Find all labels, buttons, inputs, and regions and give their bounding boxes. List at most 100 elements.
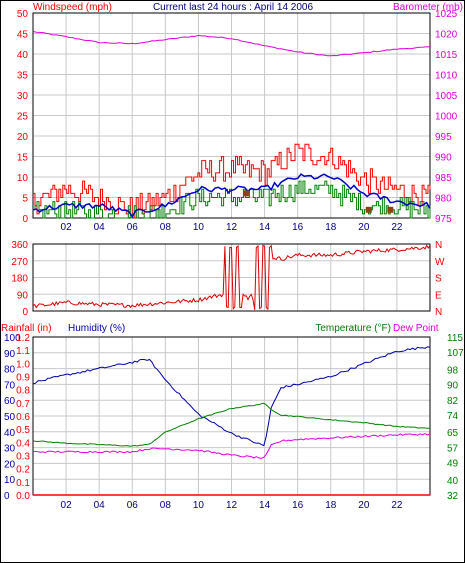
temperature-tick-label: 49 [447, 459, 459, 470]
y2-tick-label: 1020 [435, 30, 458, 41]
y2-tick-label: 995 [435, 132, 452, 143]
humidity-tick-label: 30 [4, 444, 16, 455]
speed-line [33, 180, 431, 219]
humidity-tick-label: 90 [4, 349, 16, 360]
x-tick-label: 20 [358, 500, 370, 511]
temperature-line [32, 402, 431, 447]
x-tick-label: 16 [292, 500, 304, 511]
humidity-tick-label: 0 [4, 491, 10, 502]
plot-border [32, 243, 431, 312]
rain-tick-label: 0.9 [16, 373, 30, 384]
rain-tick-label: 0.7 [16, 399, 30, 410]
y-tick-label: 50 [17, 9, 29, 20]
x-tick-label: 02 [61, 222, 73, 233]
humidity-tick-label: 40 [4, 428, 16, 439]
y-tick-label: 45 [17, 30, 29, 41]
y2-tick-label: 1005 [435, 91, 458, 102]
x-tick-label: 18 [325, 500, 337, 511]
barometer-line [32, 30, 431, 57]
wind-direction-line [32, 244, 431, 311]
rain-tick-label: 0.8 [16, 386, 30, 397]
humidity-line [32, 346, 431, 447]
y2-tick-label: 990 [435, 153, 452, 164]
temperature-tick-label: 40 [447, 476, 459, 487]
rain-tick-label: 0.5 [16, 425, 30, 436]
x-tick-label: 10 [193, 222, 205, 233]
rain-tick-label: 1.0 [16, 359, 30, 370]
rain-tick-label: 0.1 [16, 478, 30, 489]
temperature-tick-label: 115 [447, 333, 463, 344]
x-tick-label: 14 [259, 222, 271, 233]
y-tick-label: 40 [17, 50, 29, 61]
y-tick-label: 90 [17, 290, 29, 301]
temperature-tick-label: 82 [447, 396, 459, 407]
x-tick-label: 12 [226, 222, 238, 233]
y-tick-label: 15 [17, 153, 29, 164]
x-tick-label: 10 [193, 500, 205, 511]
y2-tick-label: 985 [435, 173, 452, 184]
humidity-tick-label: 100 [4, 333, 21, 344]
y-tick-label: 20 [17, 132, 29, 143]
x-tick-label: 20 [358, 222, 370, 233]
x-tick-label: 14 [259, 500, 271, 511]
y-tick-label: 30 [17, 91, 29, 102]
y-tick-label: 360 [11, 240, 28, 251]
y-tick-label: 180 [11, 274, 28, 285]
gust-line [33, 143, 431, 219]
temperature-axis-title: Temperature (°F) [315, 323, 391, 334]
gridlines [33, 336, 430, 496]
dewpoint-axis-title: Dew Point [393, 323, 439, 334]
compass-label: N [435, 307, 442, 318]
y-tick-label: 0 [22, 307, 28, 318]
humidity-tick-label: 50 [4, 412, 16, 423]
x-tick-label: 04 [94, 500, 106, 511]
y-tick-label: 10 [17, 173, 29, 184]
x-tick-label: 22 [391, 222, 403, 233]
y2-tick-label: 980 [435, 194, 452, 205]
dewpoint-line [32, 433, 431, 459]
y2-tick-label: 1010 [435, 71, 458, 82]
temperature-tick-label: 74 [447, 411, 459, 422]
compass-label: E [435, 290, 442, 301]
temperature-tick-label: 90 [447, 381, 459, 392]
marker-square [243, 190, 250, 197]
y-tick-label: 270 [11, 257, 28, 268]
y-tick-label: 0 [22, 214, 28, 225]
x-tick-label: 08 [160, 222, 172, 233]
rain-tick-label: 0.4 [16, 438, 30, 449]
wind-barometer-panel: Windspeed (mph) Current last 24 hours : A… [17, 2, 463, 233]
temperature-tick-label: 98 [447, 365, 459, 376]
temperature-tick-label: 107 [447, 348, 464, 359]
humidity-axis-title: Humidity (%) [68, 323, 125, 334]
humidity-tick-label: 70 [4, 380, 16, 391]
humidity-tick-label: 60 [4, 396, 16, 407]
rain-tick-label: 1.1 [16, 346, 30, 357]
y-axis-title: Windspeed (mph) [33, 2, 112, 13]
humidity-tick-label: 20 [4, 459, 16, 470]
y-tick-label: 5 [22, 194, 28, 205]
chart-title: Current last 24 hours : April 14 2006 [153, 2, 314, 13]
marker-square [387, 206, 394, 213]
y-tick-label: 25 [17, 112, 29, 123]
plot-border [32, 12, 431, 219]
compass-label: S [435, 274, 442, 285]
rain-tick-label: 1.2 [16, 333, 30, 344]
x-tick-label: 02 [61, 500, 73, 511]
x-tick-label: 06 [127, 222, 139, 233]
rain-axis-title: Rainfall (in) [1, 323, 52, 334]
compass-label: N [435, 240, 442, 251]
y2-axis-title: Barometer (mb) [393, 2, 463, 13]
x-tick-label: 18 [325, 222, 337, 233]
rain-tick-label: 0.6 [16, 412, 30, 423]
y2-tick-label: 1015 [435, 50, 458, 61]
x-tick-label: 16 [292, 222, 304, 233]
temperature-tick-label: 57 [447, 443, 459, 454]
y-tick-label: 35 [17, 71, 29, 82]
temperature-tick-label: 65 [447, 428, 459, 439]
rain-tick-label: 0.0 [16, 491, 30, 502]
wind-average-line [32, 173, 431, 219]
compass-label: W [435, 257, 445, 268]
x-tick-label: 12 [226, 500, 238, 511]
